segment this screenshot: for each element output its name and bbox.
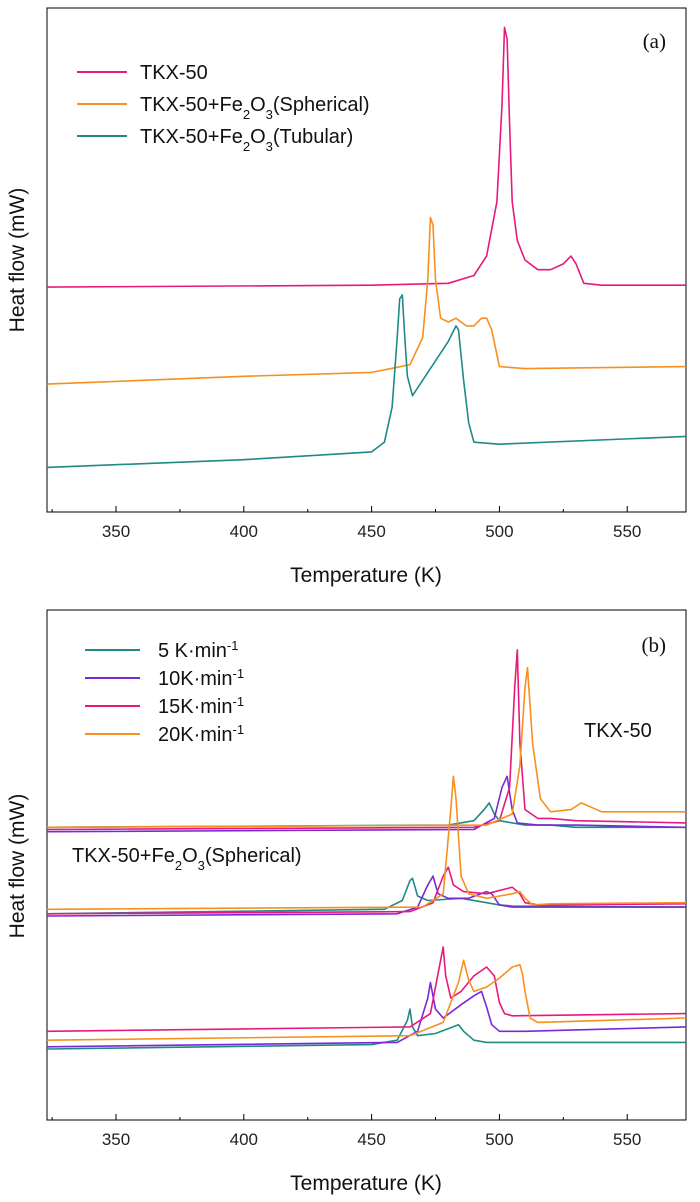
x-tick-label: 350	[102, 522, 130, 541]
legend-label-text: 5 K·min	[158, 640, 227, 662]
annotation-tkx-50: TKX-50	[584, 720, 652, 742]
series-line	[46, 26, 686, 288]
legend-label-superscript: -1	[227, 638, 239, 653]
legend-label-superscript: -1	[232, 694, 244, 709]
legend-label-subscript: 3	[266, 139, 273, 154]
legend-label-text: (Spherical)	[273, 94, 370, 116]
legend-label-text: TKX-50+Fe	[140, 94, 243, 116]
annotation-text: (Spherical)	[205, 845, 302, 867]
legend-label-text: O	[250, 126, 266, 148]
series-line	[46, 775, 687, 833]
legend-label-text: (Tubular)	[273, 126, 353, 148]
legend-label-superscript: -1	[232, 722, 244, 737]
x-tick-label: 450	[357, 522, 385, 541]
series-line	[46, 775, 687, 911]
panel-b-y-axis-title: Heat flow (mW)	[6, 794, 29, 939]
panel-b-plot-frame	[46, 609, 687, 1121]
panel-b: 350 400 450 500 550 5 K·min-110K·min-115K·mi…	[6, 609, 687, 1195]
legend-label: 5 K·min-1	[158, 638, 238, 663]
legend-label: 10K·min-1	[158, 666, 244, 691]
x-tick-label: 500	[485, 522, 513, 541]
panel-b-series	[46, 649, 687, 1050]
series-line	[46, 294, 687, 469]
series-line	[46, 946, 687, 1033]
x-tick-label: 400	[230, 522, 258, 541]
annotation-text: TKX-50	[584, 720, 652, 742]
legend-label: TKX-50+Fe2O3(Tubular)	[140, 126, 353, 154]
legend-label-subscript: 3	[266, 107, 273, 122]
series-line	[46, 866, 687, 915]
panel-a: 350 400 450 500 550 TKX-50TKX-50+Fe2O3(Spher…	[6, 7, 687, 587]
x-tick-label: 500	[485, 1130, 513, 1149]
x-tick-label: 350	[102, 1130, 130, 1149]
legend-label-text: 10K·min	[158, 668, 232, 690]
series-line	[46, 1008, 686, 1050]
annotation-subscript: 2	[175, 858, 182, 873]
legend-label-text: O	[250, 94, 266, 116]
legend-label: TKX-50+Fe2O3(Spherical)	[140, 94, 370, 122]
series-line	[46, 959, 687, 1041]
panel-a-label: (a)	[643, 29, 666, 53]
panel-a-plot-frame	[46, 7, 687, 513]
annotation-tkx-50-fe2o3-spherical: TKX-50+Fe2O3(Spherical)	[72, 845, 302, 873]
panel-b-x-axis-title: Temperature (K)	[290, 1172, 442, 1195]
panel-a-x-ticks: 350 400 450 500 550	[51, 506, 641, 541]
legend-label: 15K·min-1	[158, 694, 244, 719]
legend-label: 20K·min-1	[158, 722, 244, 747]
panel-a-legend: TKX-50TKX-50+Fe2O3(Spherical)TKX-50+Fe2O…	[77, 62, 370, 154]
panel-a-series	[46, 26, 687, 469]
legend-label-subscript: 2	[243, 139, 250, 154]
panel-a-x-axis-title: Temperature (K)	[290, 564, 442, 587]
legend-label-superscript: -1	[232, 666, 244, 681]
x-tick-label: 450	[357, 1130, 385, 1149]
series-line	[46, 216, 687, 385]
panel-a-y-axis-title: Heat flow (mW)	[6, 188, 29, 333]
annotation-text: TKX-50+Fe	[72, 845, 175, 867]
legend-label-text: TKX-50	[140, 62, 208, 84]
panel-b-x-ticks: 350 400 450 500 550	[51, 1114, 641, 1149]
legend-label-text: 20K·min	[158, 724, 232, 746]
x-tick-label: 550	[613, 1130, 641, 1149]
series-line	[46, 666, 686, 829]
annotation-text: O	[182, 845, 198, 867]
legend-label-text: 15K·min	[158, 696, 232, 718]
legend-label-text: TKX-50+Fe	[140, 126, 243, 148]
annotation-subscript: 3	[198, 858, 205, 873]
panel-b-label: (b)	[642, 633, 667, 657]
x-tick-label: 550	[613, 522, 641, 541]
legend-label-subscript: 2	[243, 107, 250, 122]
x-tick-label: 400	[230, 1130, 258, 1149]
legend-label: TKX-50	[140, 62, 208, 84]
